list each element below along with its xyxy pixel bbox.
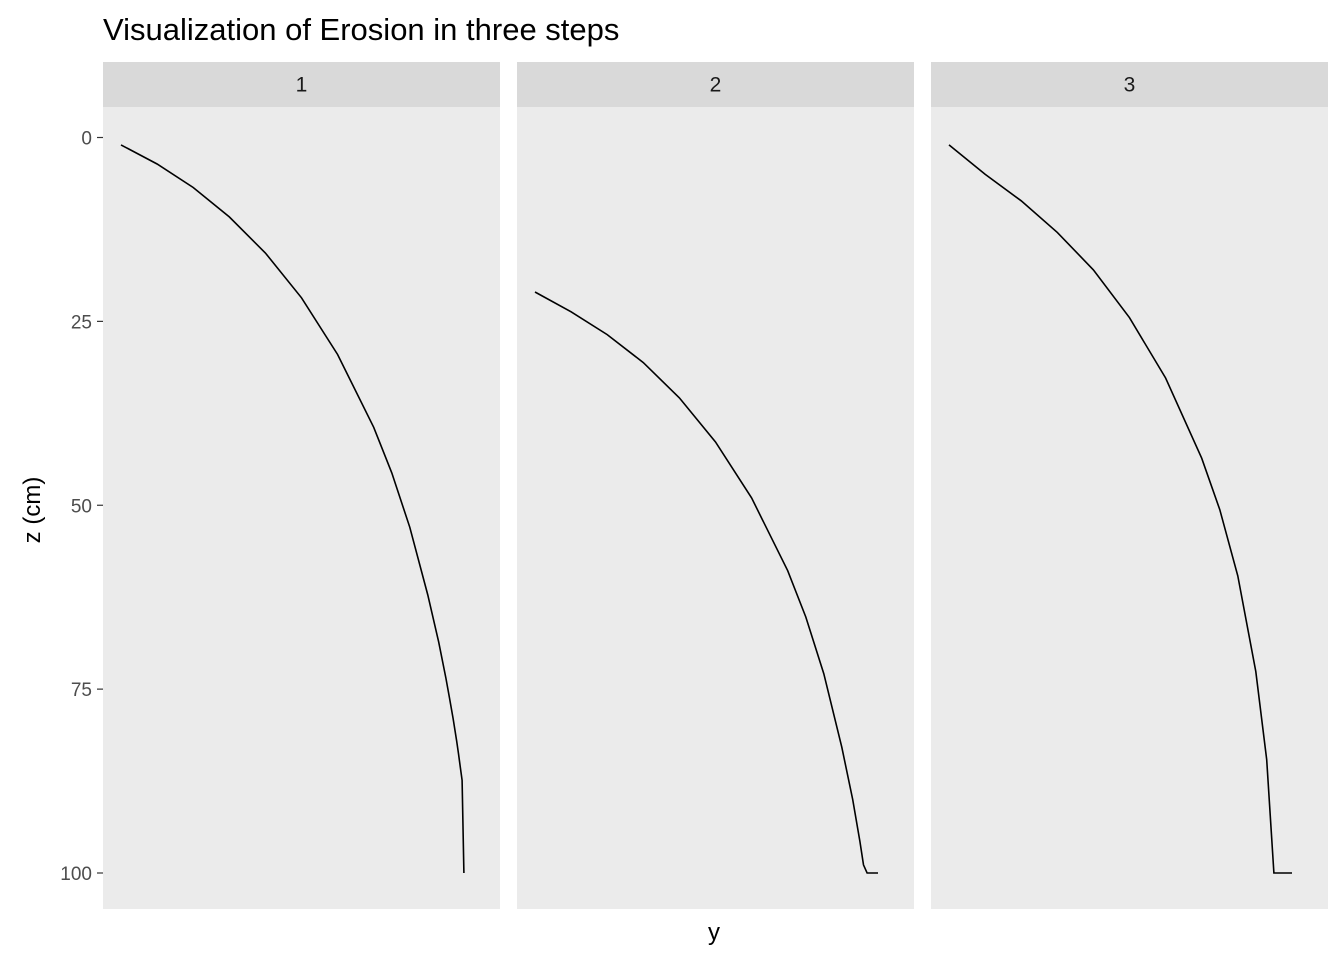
facet-strip	[103, 62, 500, 107]
y-tick-label: 25	[71, 312, 92, 333]
x-axis-title: y	[708, 919, 720, 946]
facet-strip-label: 1	[296, 74, 308, 97]
y-tick-label: 50	[71, 496, 92, 517]
y-axis-title: z (cm)	[19, 477, 46, 544]
y-tick-label: 100	[60, 864, 92, 885]
facet-strip	[517, 62, 914, 107]
facet-panels: 1 2 3	[103, 62, 1328, 909]
facet-plot-area	[517, 107, 914, 909]
y-tick-label: 75	[71, 680, 92, 701]
chart-title: Visualization of Erosion in three steps	[103, 12, 619, 47]
series-line	[120, 144, 465, 874]
facet-panel-3: 3	[931, 62, 1328, 909]
facet-strip-label: 3	[1124, 74, 1136, 97]
facet-plot-area	[931, 107, 1328, 909]
facet-strip	[931, 62, 1328, 107]
y-tick-label: 0	[81, 129, 92, 150]
facet-strip-label: 2	[710, 74, 722, 97]
facet-panel-1: 1	[103, 62, 500, 909]
series-line	[948, 144, 1292, 874]
series-line	[534, 291, 878, 874]
y-axis: 0 25 50 75 100	[60, 129, 103, 885]
facet-panel-2: 2	[517, 62, 914, 909]
facet-plot-area	[103, 107, 500, 909]
